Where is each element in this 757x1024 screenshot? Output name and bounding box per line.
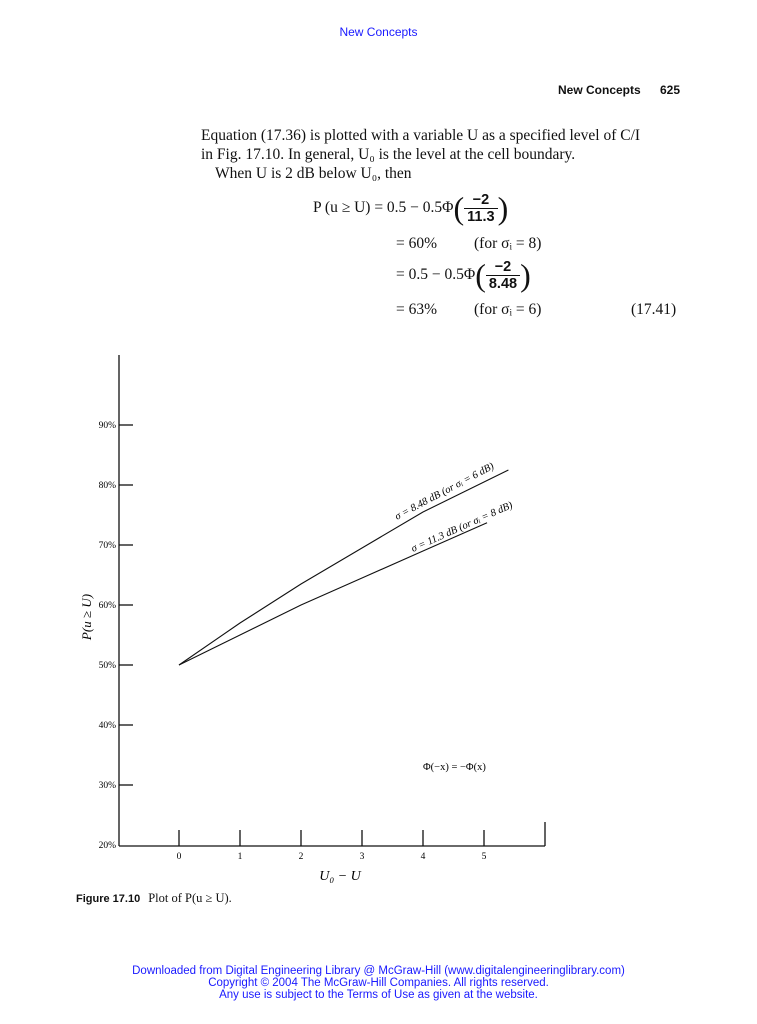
annotation: Φ(−x) = −Φ(x) xyxy=(423,762,486,773)
y-tick-label: 80% xyxy=(99,481,117,491)
x-axis-label: U₀ − U xyxy=(319,869,361,884)
equation-line-1: P (u ≥ U) = 0.5 − 0.5Φ(−2 11.3) xyxy=(313,190,509,226)
series xyxy=(178,469,509,666)
y-tick-label: 90% xyxy=(99,421,117,431)
equation-lhs: P (u ≥ U) = 0.5 − 0.5Φ xyxy=(313,199,454,217)
footer-terms[interactable]: Any use is subject to the Terms of Use a… xyxy=(219,989,538,1001)
body-line: Equation (17.36) is plotted with a varia… xyxy=(201,127,641,144)
fraction: −2 11.3 xyxy=(464,192,498,225)
x-tick-label: 0 xyxy=(177,852,182,862)
footer-link[interactable]: Downloaded from Digital Engineering Libr… xyxy=(132,965,625,977)
equation-note-4: (for σᵢ = 6) xyxy=(474,301,542,318)
footer-copyright: Copyright © 2004 The McGraw-Hill Compani… xyxy=(208,977,549,989)
body-line: When U is 2 dB below U₀, then xyxy=(215,165,412,182)
y-tick-label: 20% xyxy=(99,841,117,851)
equation-line-4: = 63% xyxy=(396,301,438,318)
footer: Downloaded from Digital Engineering Libr… xyxy=(0,965,757,1001)
running-head: New Concepts xyxy=(558,83,641,97)
equation-note-2: (for σᵢ = 8) xyxy=(474,235,542,252)
y-tick-label: 30% xyxy=(99,781,117,791)
figure-caption: Figure 17.10 Plot of P(u ≥ U). xyxy=(76,891,232,906)
ticks: 20% 30% 40% 50% 60% 70% 80% 90% 0 1 2 3 4 5 xyxy=(99,421,487,862)
x-tick-label: 2 xyxy=(299,852,304,862)
y-axis-label: P(u ≥ U) xyxy=(79,594,94,641)
x-tick-label: 3 xyxy=(360,852,365,862)
series-line-1 xyxy=(178,469,509,666)
caption-label: Figure 17.10 xyxy=(76,893,141,905)
caption-text: Plot of P(u ≥ U). xyxy=(148,891,232,905)
page-number: 625 xyxy=(660,83,681,97)
y-tick-label: 40% xyxy=(99,721,117,731)
equation-line-3: = 0.5 − 0.5Φ(−2 8.48) xyxy=(396,257,531,293)
body-line: in Fig. 17.10. In general, U₀ is the lev… xyxy=(201,146,576,163)
y-tick-label: 50% xyxy=(99,661,117,671)
y-tick-label: 60% xyxy=(99,601,117,611)
top-link[interactable]: New Concepts xyxy=(339,25,418,39)
x-tick-label: 1 xyxy=(238,852,243,862)
equation-line-2: = 60% xyxy=(396,235,438,252)
x-tick-label: 5 xyxy=(482,852,487,862)
axes xyxy=(118,355,546,847)
x-tick-label: 4 xyxy=(421,852,426,862)
series-line-2 xyxy=(178,522,488,666)
equation-number: (17.41) xyxy=(631,301,677,318)
body-paragraph: Equation (17.36) is plotted with a varia… xyxy=(201,126,681,183)
fraction: −2 8.48 xyxy=(485,259,521,292)
y-tick-label: 70% xyxy=(99,541,117,551)
